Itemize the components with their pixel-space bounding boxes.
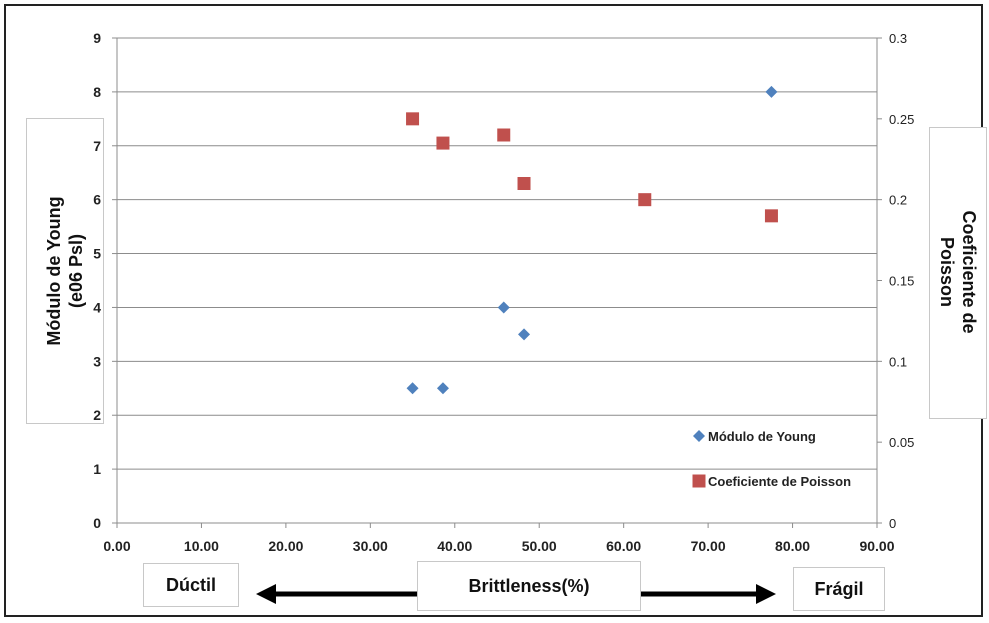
x-tick-label: 90.00 bbox=[859, 538, 894, 554]
poisson-point bbox=[436, 136, 450, 150]
fragil-label: Frágil bbox=[814, 578, 864, 599]
fragil-label-box: Frágil bbox=[793, 567, 885, 611]
y-left-tick-label: 3 bbox=[93, 353, 101, 369]
y-left-tick-label: 1 bbox=[93, 461, 101, 477]
y-left-tick-labels: 0 1 2 3 4 5 6 7 8 9 bbox=[93, 30, 117, 531]
x-tick-label: 60.00 bbox=[606, 538, 641, 554]
chart-frame bbox=[4, 4, 983, 617]
young-point bbox=[436, 382, 449, 395]
x-axis-title: Brittleness(%) bbox=[468, 575, 590, 596]
poisson-point bbox=[764, 209, 778, 223]
axes bbox=[116, 38, 878, 524]
y-right-tick-label: 0.05 bbox=[889, 435, 914, 450]
x-tick-labels: 0.00 10.00 20.00 30.00 40.00 50.00 60.00 70.00 8… bbox=[103, 523, 895, 554]
ductil-label-box: Dúctil bbox=[143, 563, 239, 607]
x-axis-title-box: Brittleness(%) bbox=[417, 561, 641, 611]
poisson-point bbox=[406, 112, 420, 126]
young-point bbox=[765, 85, 778, 98]
y-right-tick-label: 0 bbox=[889, 516, 896, 531]
y-left-tick-label: 7 bbox=[93, 138, 101, 154]
y-left-tick-label: 9 bbox=[93, 30, 101, 46]
y-right-tick-label: 0.15 bbox=[889, 274, 914, 289]
y-left-tick-label: 4 bbox=[93, 299, 101, 315]
left-axis-title-box bbox=[26, 118, 104, 424]
poisson-point bbox=[638, 193, 652, 207]
x-tick-label: 50.00 bbox=[522, 538, 557, 554]
x-tick-label: 30.00 bbox=[353, 538, 388, 554]
x-tick-label: 20.00 bbox=[268, 538, 303, 554]
legend-label: Coeficiente de Poisson bbox=[708, 474, 851, 489]
arrow-head-right bbox=[756, 584, 776, 604]
y-left-tick-label: 2 bbox=[93, 407, 101, 423]
young-point bbox=[406, 382, 419, 395]
poisson-point bbox=[517, 177, 531, 190]
y-right-tick-label: 0.25 bbox=[889, 112, 914, 127]
ductil-label: Dúctil bbox=[165, 574, 216, 595]
arrow-head-left bbox=[256, 584, 276, 604]
y-left-tick-label: 0 bbox=[93, 515, 101, 531]
x-tick-label: 80.00 bbox=[775, 538, 810, 554]
y-right-tick-label: 0.3 bbox=[889, 31, 907, 46]
y-left-tick-label: 8 bbox=[93, 84, 101, 100]
y-right-tick-label: 0.1 bbox=[889, 354, 907, 369]
x-tick-label: 10.00 bbox=[184, 538, 219, 554]
poisson-point bbox=[497, 128, 511, 142]
young-point bbox=[518, 328, 531, 341]
young-point bbox=[497, 301, 510, 314]
ductil-fragil-arrow bbox=[256, 584, 776, 604]
right-axis-title-box bbox=[929, 127, 987, 419]
y-right-tick-label: 0.2 bbox=[889, 193, 907, 208]
legend-young-marker bbox=[693, 430, 705, 442]
gridlines bbox=[117, 37, 877, 470]
legend-poisson-marker bbox=[692, 474, 706, 488]
data-points bbox=[406, 85, 778, 395]
x-tick-label: 40.00 bbox=[437, 538, 472, 554]
legend-label: Módulo de Young bbox=[708, 429, 816, 444]
x-tick-label: 70.00 bbox=[691, 538, 726, 554]
y-right-tick-labels: 0 0.05 0.1 0.15 0.2 0.25 0.3 bbox=[877, 31, 914, 531]
x-tick-label: 0.00 bbox=[103, 538, 130, 554]
y-left-tick-label: 5 bbox=[93, 246, 101, 262]
legend: Módulo de Young Coeficiente de Poisson bbox=[692, 429, 851, 489]
y-left-tick-label: 6 bbox=[93, 192, 101, 208]
